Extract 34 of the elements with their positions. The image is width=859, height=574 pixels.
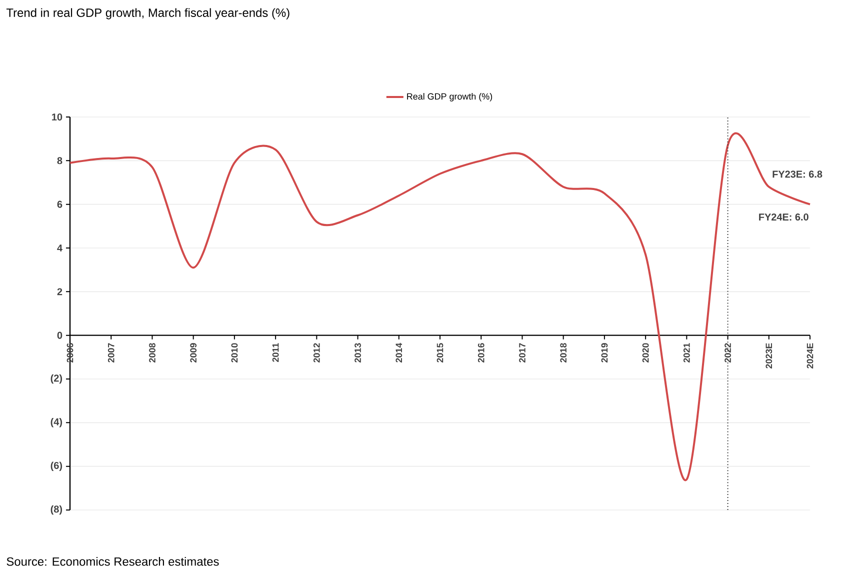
x-tick-label: 2010 (231, 343, 238, 362)
x-tick-label: 2018 (560, 343, 567, 362)
y-tick-label: (8) (50, 505, 62, 515)
x-tick-label: 2009 (190, 343, 197, 362)
source-note: Source: Economics Research estimates (6, 557, 219, 566)
chart-title: Trend in real GDP growth, March fiscal year-ends (%) (6, 8, 290, 20)
x-tick-label: 2020 (642, 343, 649, 362)
x-tick-label: 2017 (519, 343, 526, 362)
x-tick-label: 2008 (149, 343, 156, 362)
legend-label: Real GDP growth (%) (407, 93, 492, 102)
x-tick-label: 2023E (766, 343, 772, 368)
y-tick-label: (4) (50, 418, 62, 428)
x-tick-label: 2015 (436, 343, 444, 362)
x-tick-label: 2019 (601, 343, 608, 362)
x-tick-label: 2014 (396, 342, 402, 362)
x-tick-label: 2016 (478, 343, 484, 362)
y-tick-label: 10 (52, 113, 62, 121)
x-tick-label: 2021 (683, 343, 690, 362)
annotation: FY24E: 6.0 (759, 214, 808, 221)
y-tick-label: 6 (57, 200, 62, 208)
x-tick-label: 2007 (108, 343, 114, 362)
y-tick-label: (6) (50, 462, 62, 471)
x-tick-label: 2013 (354, 343, 361, 362)
y-tick-label: 2 (57, 288, 62, 296)
y-tick-label: 0 (57, 332, 62, 339)
x-tick-label: 2011 (272, 343, 279, 362)
annotation: FY23E: 6.8 (772, 170, 822, 178)
x-tick-label: 2012 (313, 343, 320, 362)
x-tick-label: 2022 (724, 343, 731, 362)
x-tick-label: 2006 (66, 343, 74, 362)
y-tick-label: 8 (57, 157, 62, 164)
y-tick-label: (2) (50, 374, 62, 384)
x-tick-label: 2024E (806, 343, 814, 368)
y-tick-label: 4 (57, 244, 62, 252)
